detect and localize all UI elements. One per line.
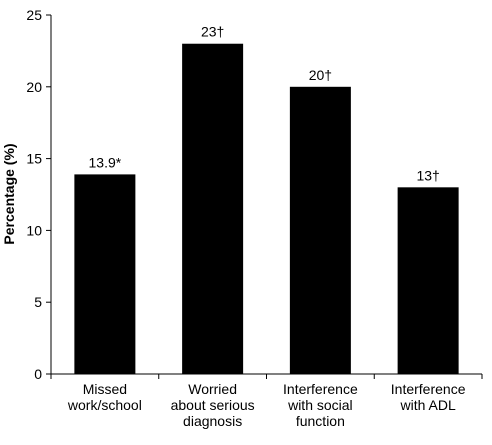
y-axis-title: Percentage (%) xyxy=(1,143,17,244)
y-tick-label: 5 xyxy=(34,294,42,310)
bar xyxy=(74,174,136,374)
data-label: 13.9* xyxy=(89,154,122,170)
bar xyxy=(289,86,351,375)
category-label-line: Missed xyxy=(83,381,127,397)
category-label: Missed work/school xyxy=(67,381,142,413)
y-tick-label: 20 xyxy=(26,79,42,95)
category-label: Interference with ADL xyxy=(391,381,466,413)
category-label-line: with ADL xyxy=(400,397,456,413)
category-label-line: with social xyxy=(287,397,353,413)
category-label-line: Worried xyxy=(188,381,237,397)
y-tick-label: 25 xyxy=(26,7,42,23)
chart-labels: 13.9* Missed work/school 23† Worried about se… xyxy=(67,24,466,429)
category-label: Worried about serious diagnosis xyxy=(171,381,255,429)
category-label-line: diagnosis xyxy=(183,413,242,429)
category-label-line: Interference xyxy=(391,381,466,397)
data-label: 13† xyxy=(416,167,439,183)
y-tick-label: 15 xyxy=(26,151,42,167)
category-label-line: Interference xyxy=(283,381,358,397)
category-label-line: work/school xyxy=(67,397,142,413)
bar xyxy=(397,187,459,374)
bar xyxy=(182,43,244,374)
category-label-line: function xyxy=(296,413,345,429)
data-label: 23† xyxy=(201,24,224,40)
y-tick-label: 10 xyxy=(26,222,42,238)
category-label: Interference with social function xyxy=(283,381,358,429)
y-tick-label: 0 xyxy=(34,366,42,382)
data-label: 20† xyxy=(309,67,332,83)
chart-bars xyxy=(74,43,459,375)
category-label-line: about serious xyxy=(171,397,255,413)
